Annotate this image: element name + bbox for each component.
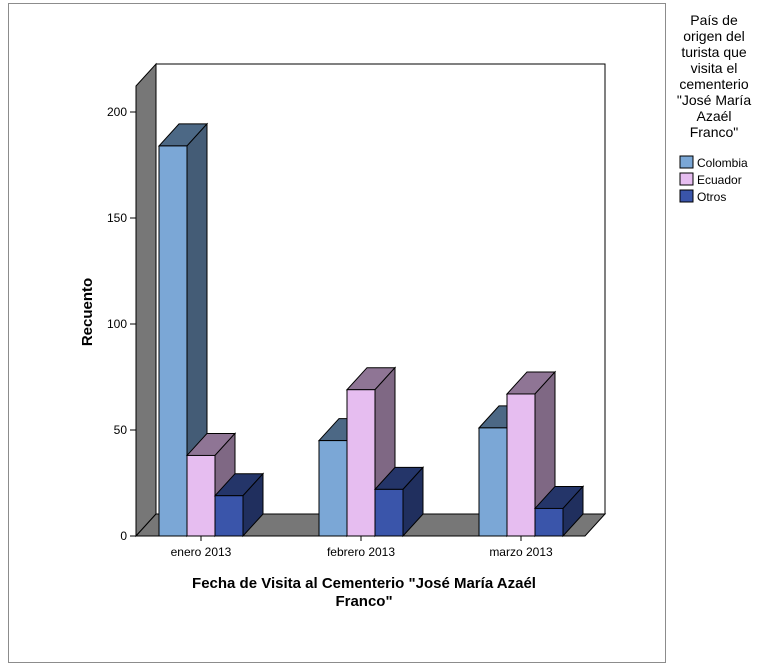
y-axis-title: Recuento: [79, 278, 96, 346]
x-axis: enero 2013 febrero 2013 marzo 2013: [171, 536, 553, 559]
bars-group: [157, 122, 585, 538]
x-axis-title-line-2: Franco": [335, 593, 392, 610]
x-tick-label: marzo 2013: [489, 545, 553, 559]
legend-title-line: País de: [690, 12, 738, 28]
legend-swatch-otros: [679, 189, 694, 203]
legend-title-line: Franco": [690, 124, 739, 140]
legend-title-line: turista que: [681, 44, 747, 60]
legend-swatch-colombia: [679, 155, 694, 169]
bar-otros-2: [373, 466, 425, 538]
y-tick-label: 0: [120, 529, 127, 543]
y-axis: 0 50 100 150 200: [107, 86, 137, 543]
bar-otros-1: [213, 472, 265, 538]
legend-title-line: visita el: [691, 60, 738, 76]
legend-title-line: cementerio: [679, 76, 748, 92]
legend-label-colombia: Colombia: [697, 156, 748, 170]
legend-label-otros: Otros: [697, 190, 726, 204]
bar-colombia-1: [157, 122, 209, 538]
x-tick-label: enero 2013: [171, 545, 232, 559]
legend-title-line: Azaél: [696, 108, 731, 124]
bar-otros-3: [533, 485, 585, 538]
legend-label-ecuador: Ecuador: [697, 173, 742, 187]
x-tick-label: febrero 2013: [327, 545, 395, 559]
side-wall: [135, 62, 157, 538]
legend-title-line: origen del: [683, 28, 745, 44]
y-tick-label: 200: [107, 105, 127, 119]
legend-title-line: "José María: [677, 92, 751, 108]
x-axis-title-line-1: Fecha de Visita al Cementerio "José Marí…: [192, 575, 536, 592]
legend-swatch-ecuador: [679, 172, 694, 186]
y-tick-label: 150: [107, 211, 127, 225]
y-tick-label: 100: [107, 317, 127, 331]
y-tick-label: 50: [114, 423, 128, 437]
